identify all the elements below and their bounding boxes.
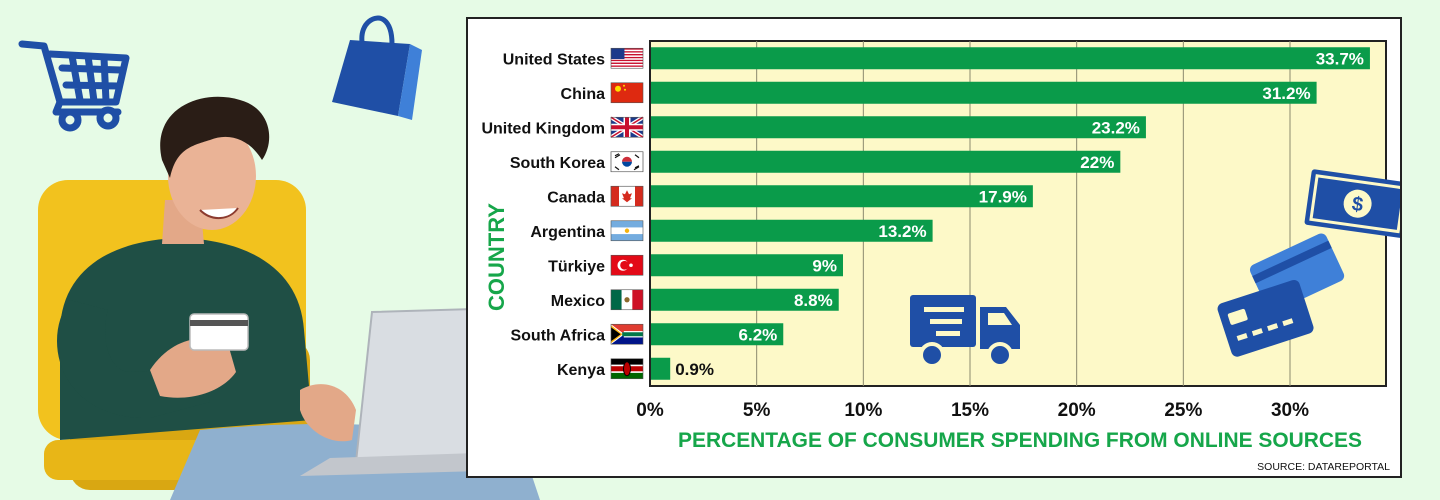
value-label: 13.2% bbox=[878, 222, 926, 241]
turkiye-flag-icon bbox=[610, 254, 644, 276]
category-label: Argentina bbox=[530, 224, 605, 241]
shopping-cart-icon bbox=[18, 40, 130, 132]
bar bbox=[651, 219, 933, 242]
bar bbox=[651, 150, 1121, 173]
mexico-flag-icon bbox=[610, 289, 644, 311]
us-flag-icon bbox=[610, 47, 644, 69]
category-label: United States bbox=[503, 51, 605, 68]
x-tick-label: 20% bbox=[1058, 400, 1096, 421]
svg-text:$: $ bbox=[1350, 193, 1364, 216]
x-tick-label: 10% bbox=[844, 400, 882, 421]
person bbox=[56, 96, 540, 500]
x-tick-labels: 0% 5% 10% 15% 20% 25% 30% bbox=[636, 400, 1309, 421]
value-label: 33.7% bbox=[1316, 49, 1364, 68]
category-label: China bbox=[561, 86, 606, 103]
value-label: 0.9% bbox=[675, 360, 714, 379]
category-label: Mexico bbox=[551, 293, 605, 310]
chart-panel: 33.7% 31.2% 23.2% 22% 17.9% 13.2% 9% 8.8% 6.2% 0.… bbox=[466, 17, 1402, 478]
x-tick-label: 5% bbox=[743, 400, 771, 421]
x-tick-label: 0% bbox=[636, 400, 664, 421]
x-tick-label: 15% bbox=[951, 400, 989, 421]
uk-flag-icon bbox=[609, 115, 645, 139]
bars: 33.7% 31.2% 23.2% 22% 17.9% 13.2% 9% 8.8% 6.2% 0.… bbox=[651, 47, 1370, 380]
x-tick-label: 25% bbox=[1164, 400, 1202, 421]
bar bbox=[651, 81, 1317, 104]
delivery-truck-icon bbox=[910, 295, 1020, 368]
source-note: SOURCE: DATAREPORTAL bbox=[1257, 461, 1390, 473]
value-label: 9% bbox=[812, 256, 837, 275]
x-tick-label: 30% bbox=[1271, 400, 1309, 421]
canada-flag-icon bbox=[610, 185, 644, 207]
bar bbox=[651, 323, 784, 346]
value-label: 17.9% bbox=[979, 187, 1027, 206]
bar bbox=[651, 185, 1033, 208]
bar-chart: 33.7% 31.2% 23.2% 22% 17.9% 13.2% 9% 8.8% 6.2% 0.… bbox=[481, 40, 1400, 473]
value-label: 8.8% bbox=[794, 291, 833, 310]
category-label: South Africa bbox=[510, 327, 605, 344]
south-africa-flag-icon bbox=[610, 323, 644, 345]
category-label: Kenya bbox=[557, 362, 605, 379]
category-label: South Korea bbox=[510, 155, 605, 172]
category-label: Canada bbox=[547, 189, 605, 206]
bar bbox=[651, 254, 843, 277]
value-label: 6.2% bbox=[739, 325, 778, 344]
x-axis-label: PERCENTAGE OF CONSUMER SPENDING FROM ONL… bbox=[678, 429, 1362, 452]
argentina-flag-icon bbox=[610, 220, 644, 242]
dollar-bill-icon: $ bbox=[1304, 169, 1400, 238]
flags bbox=[609, 47, 645, 380]
bar bbox=[651, 288, 839, 311]
kenya-flag-icon bbox=[610, 358, 644, 380]
category-label: Türkiye bbox=[548, 258, 605, 275]
china-flag-icon bbox=[610, 82, 644, 104]
credit-card-held bbox=[189, 313, 249, 351]
value-label: 31.2% bbox=[1262, 84, 1310, 103]
shopping-bag-icon bbox=[332, 15, 422, 120]
bar bbox=[651, 357, 671, 380]
y-axis-label: COUNTRY bbox=[484, 203, 509, 311]
credit-cards-icon bbox=[1217, 233, 1345, 357]
value-label: 22% bbox=[1080, 153, 1114, 172]
south-korea-flag-icon bbox=[610, 151, 644, 173]
value-label: 23.2% bbox=[1092, 118, 1140, 137]
bar bbox=[651, 47, 1370, 70]
shopping-illustration bbox=[18, 15, 540, 500]
bar bbox=[651, 116, 1146, 139]
category-label: United Kingdom bbox=[481, 120, 605, 137]
category-labels: United States China United Kingdom South Ko… bbox=[481, 51, 605, 379]
